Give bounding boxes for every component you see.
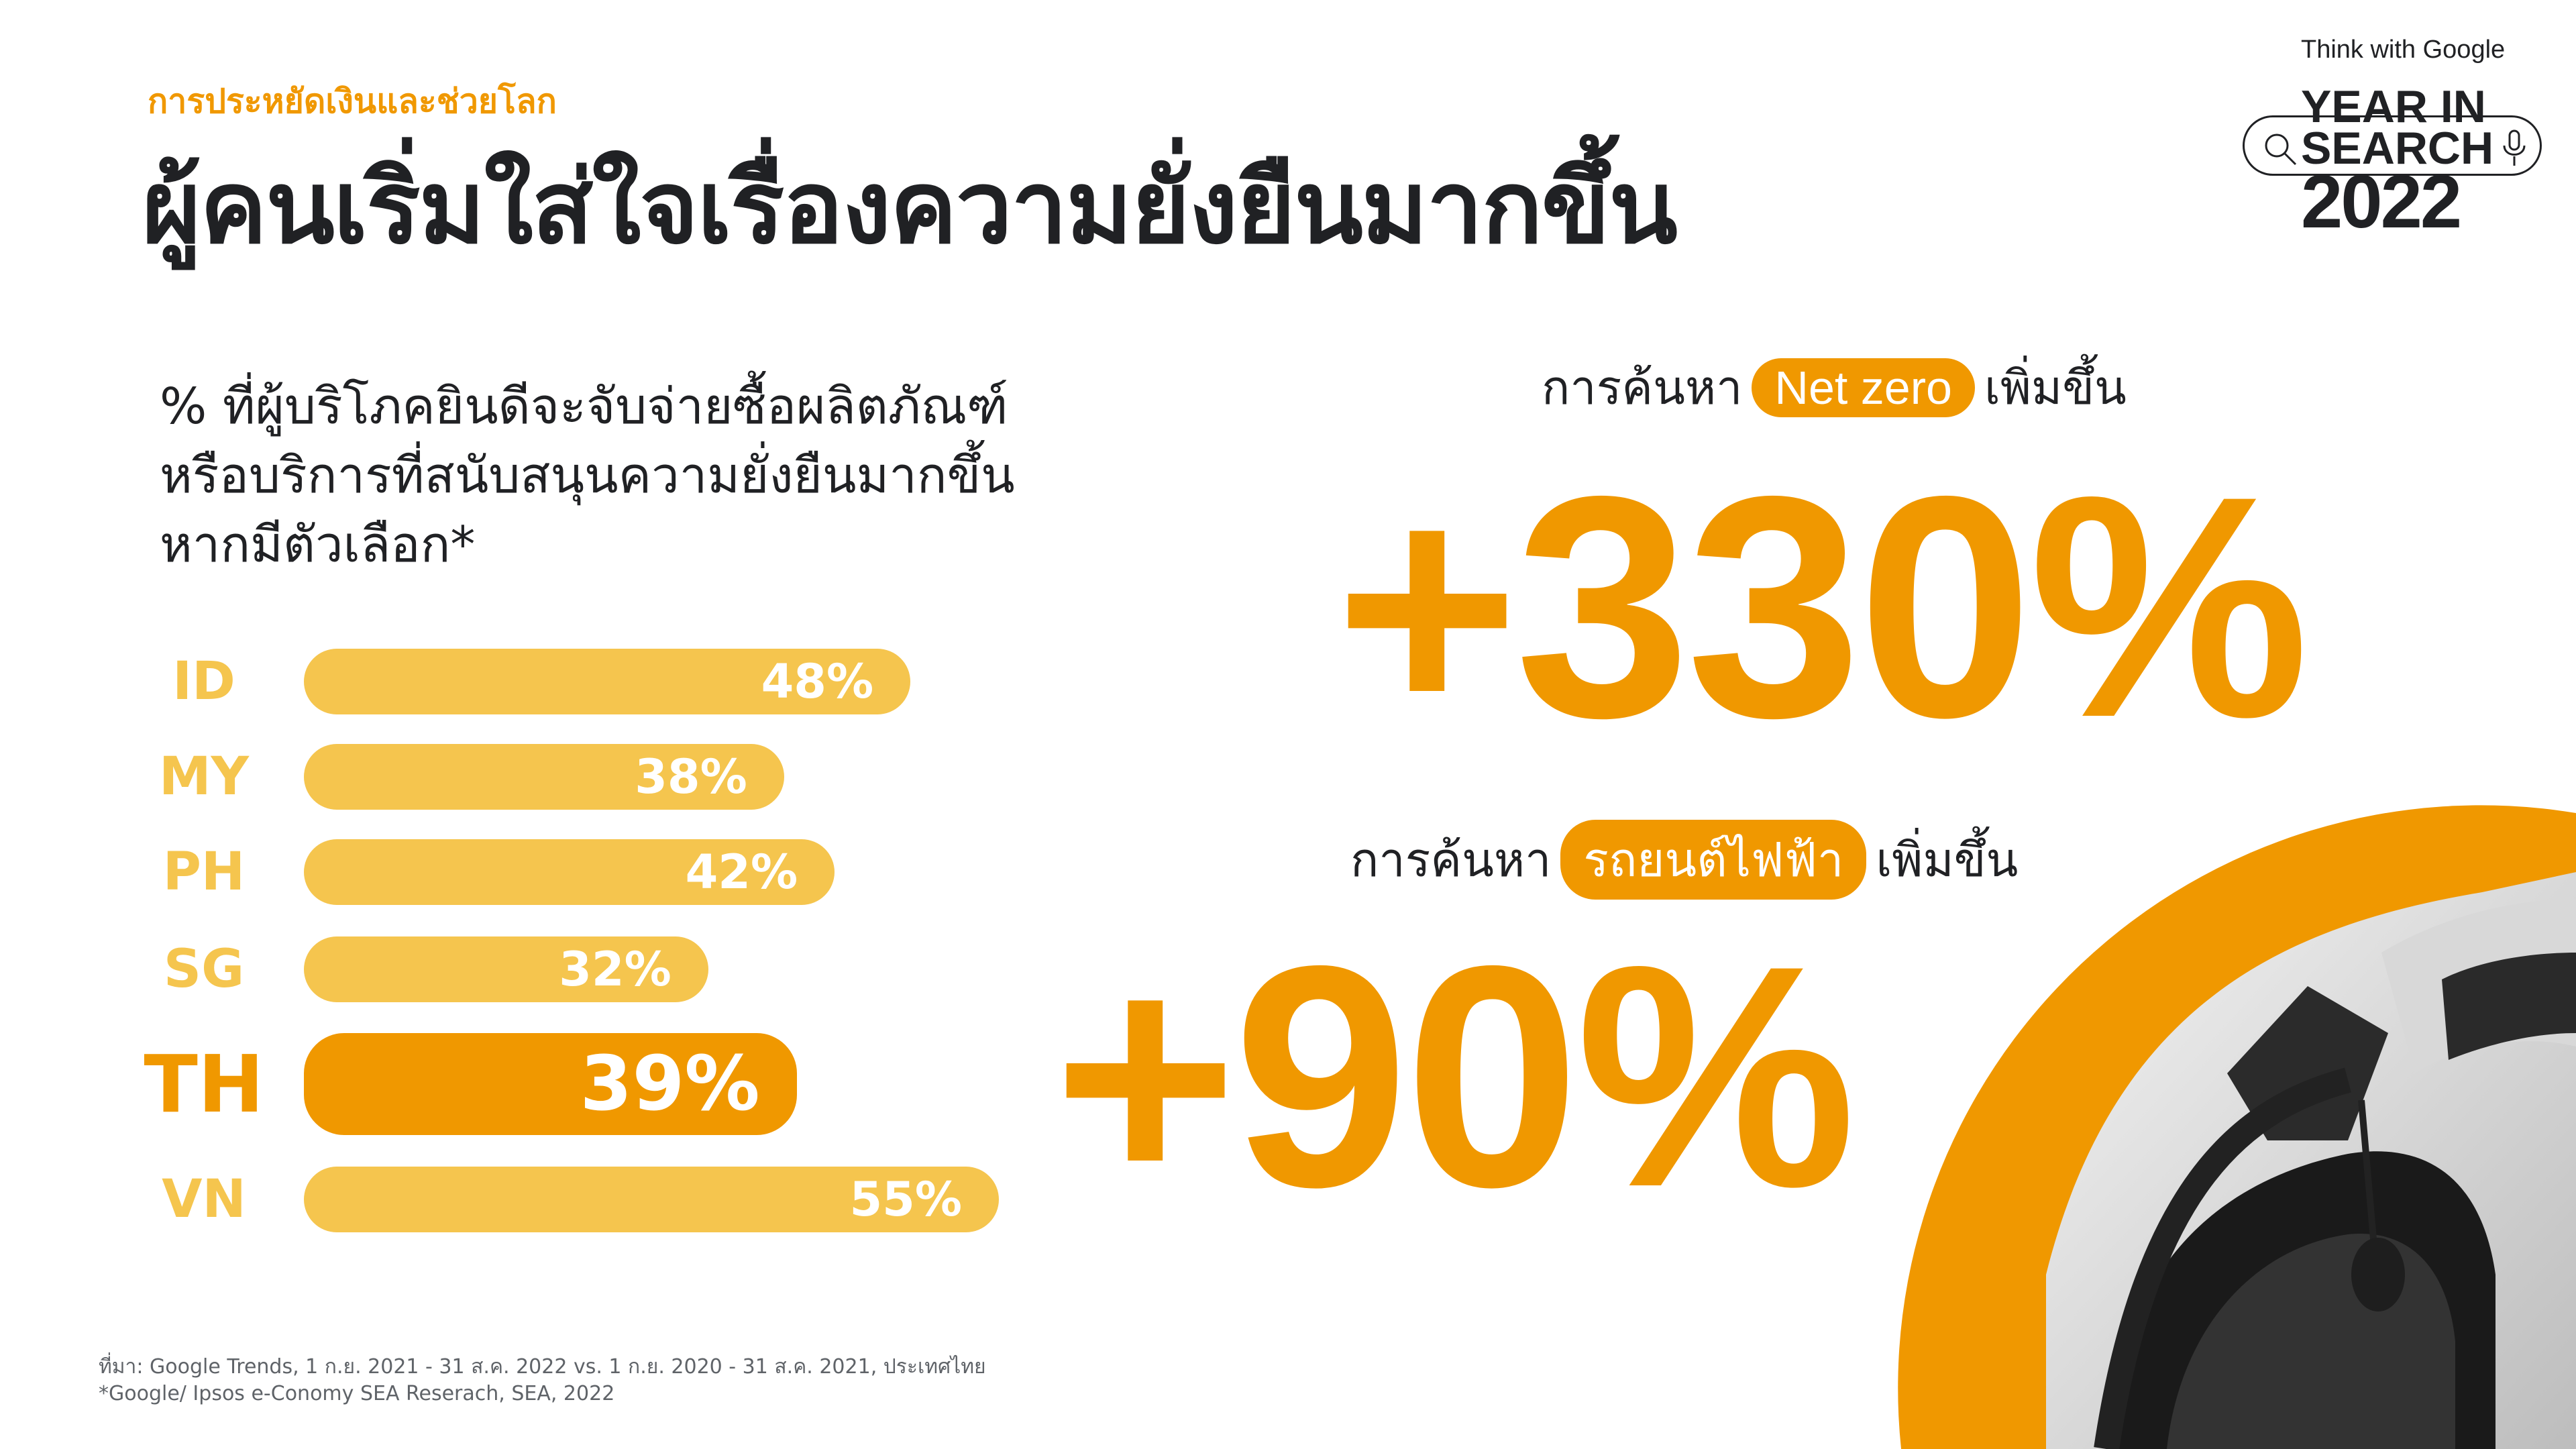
chart-title-line: % ที่ผู้บริโภคยินดีจะจับจ่ายซื้อผลิตภัณฑ…	[160, 378, 1008, 435]
stat-netzero-value: +330%	[1335, 431, 2310, 783]
bar-vn: 55%	[304, 1167, 999, 1232]
search-term-tag: Net zero	[1752, 358, 1975, 417]
category-label: VN	[162, 1169, 246, 1230]
survey-note: *Google/ Ipsos e-Conomy SEA Reserach, SE…	[99, 1382, 615, 1405]
bar-my: 38%	[304, 744, 784, 810]
search-pill	[2243, 115, 2542, 176]
stat-ev-value: +90%	[1053, 900, 1856, 1252]
microphone-icon	[2503, 129, 2526, 166]
category-label: ID	[172, 651, 235, 712]
chart-title: % ที่ผู้บริโภคยินดีจะจับจ่ายซื้อผลิตภัณฑ…	[160, 372, 1015, 580]
logo-line-year-in: YEAR IN	[2301, 81, 2486, 132]
logo-line-search: SEARCH	[2301, 123, 2494, 174]
stat-prefix: การค้นหา	[1542, 360, 1743, 415]
value-label: 48%	[761, 654, 874, 709]
bar-th: 39%	[304, 1033, 797, 1135]
chart-title-line: หากมีตัวเลือก*	[160, 516, 476, 574]
logo-line-2022: 2022	[2301, 160, 2462, 244]
category-label: TH	[144, 1038, 264, 1130]
bar-ph: 42%	[304, 839, 835, 905]
stat-netzero-caption: การค้นหา Net zero เพิ่มขึ้น	[1542, 350, 2127, 425]
value-label: 38%	[635, 749, 747, 804]
page-title: ผู้คนเริ่มใส่ใจเรื่องความยั่งยืนมากขึ้น	[142, 150, 1678, 266]
footer-sources: ที่มา: Google Trends, 1 ก.ย. 2021 - 31 ส…	[99, 1354, 986, 1407]
brand-text: Think with Google	[2301, 36, 2506, 64]
stat-suffix: เพิ่มขึ้น	[1876, 833, 2019, 888]
category-label: PH	[162, 842, 246, 902]
stat-suffix: เพิ่มขึ้น	[1984, 360, 2127, 415]
value-label: 32%	[559, 942, 672, 997]
chart-title-line: หรือบริการที่สนับสนุนความยั่งยืนมากขึ้น	[160, 447, 1015, 504]
bar-sg: 32%	[304, 936, 708, 1002]
search-term-tag: รถยนต์ไฟฟ้า	[1560, 820, 1867, 900]
category-label: SG	[163, 939, 245, 1000]
value-label: 55%	[849, 1172, 962, 1227]
value-label: 42%	[685, 845, 798, 900]
value-label: 39%	[580, 1040, 760, 1128]
search-icon	[2265, 133, 2297, 166]
bar-id: 48%	[304, 649, 911, 714]
year-in-search-logo: Think with Google YEAR IN SEARCH 2022	[2234, 30, 2549, 245]
category-label: MY	[158, 747, 250, 807]
stat-ev-caption: การค้นหา รถยนต์ไฟฟ้า เพิ่มขึ้น	[1350, 820, 2018, 900]
stat-prefix: การค้นหา	[1350, 833, 1552, 888]
section-kicker: การประหยัดเงินและช่วยโลก	[148, 82, 557, 121]
source-note: ที่มา: Google Trends, 1 ก.ย. 2021 - 31 ส…	[99, 1355, 986, 1379]
